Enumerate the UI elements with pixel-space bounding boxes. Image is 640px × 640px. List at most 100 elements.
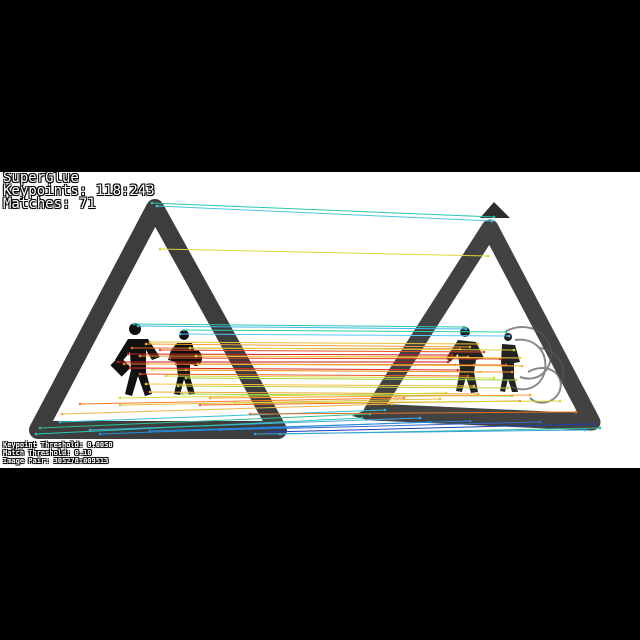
keypoint-dot bbox=[418, 416, 422, 420]
keypoint-dot bbox=[34, 432, 38, 436]
match-line bbox=[156, 205, 493, 222]
match-line bbox=[159, 349, 485, 353]
keypoint-dot bbox=[253, 432, 257, 436]
keypoint-dot bbox=[528, 393, 532, 397]
keypoint-dot bbox=[390, 402, 394, 406]
keypoints-label: Keypoints: 118:243 bbox=[3, 183, 155, 199]
keypoint-dot bbox=[158, 348, 162, 352]
keypoint-dot bbox=[150, 201, 154, 205]
keypoint-dot bbox=[383, 408, 387, 412]
match-line bbox=[79, 397, 405, 405]
match-line bbox=[137, 325, 467, 330]
keypoint-dot bbox=[182, 328, 186, 332]
keypoint-dot bbox=[198, 403, 202, 407]
keypoint-dot bbox=[476, 392, 480, 396]
match-line bbox=[99, 421, 431, 435]
match-line bbox=[219, 421, 541, 431]
match-line bbox=[39, 413, 371, 429]
match-line bbox=[169, 357, 501, 360]
keypoint-dot bbox=[558, 399, 562, 403]
left-warning-sign bbox=[29, 199, 287, 439]
keypoint-dot bbox=[462, 325, 466, 329]
keypoint-dot bbox=[208, 396, 212, 400]
keypoint-dot bbox=[574, 410, 578, 414]
match-line bbox=[234, 400, 561, 404]
keypoint-dot bbox=[428, 420, 432, 424]
keypoint-dot bbox=[482, 350, 486, 354]
keypoint-dot bbox=[510, 370, 514, 374]
keypoint-dot bbox=[180, 392, 184, 396]
keypoint-dot bbox=[402, 396, 406, 400]
method-label: SuperGlue bbox=[3, 172, 79, 186]
match-line bbox=[185, 377, 517, 381]
match-line bbox=[59, 409, 386, 423]
keypoint-dot bbox=[60, 412, 64, 416]
keypoint-dot bbox=[144, 342, 148, 346]
keypoint-dot bbox=[520, 364, 524, 368]
match-line bbox=[119, 392, 447, 399]
match-line bbox=[129, 367, 459, 371]
keypoint-dot bbox=[78, 402, 82, 406]
keypoint-dot bbox=[174, 362, 178, 366]
keypoint-dot bbox=[518, 356, 522, 360]
keypoint-dot bbox=[464, 327, 468, 331]
keypoint-dot bbox=[486, 254, 490, 258]
match-line bbox=[165, 375, 495, 379]
keypoint-dot bbox=[468, 345, 472, 349]
match-line bbox=[195, 355, 521, 359]
keypoint-dot bbox=[118, 396, 122, 400]
keypoint-dot bbox=[598, 426, 602, 430]
keypoint-dot bbox=[138, 354, 142, 358]
match-line bbox=[179, 333, 510, 337]
keypoint-dot bbox=[492, 215, 496, 219]
keypoint-dot bbox=[130, 346, 134, 350]
keypoint-dot bbox=[456, 368, 460, 372]
keypoint-dot bbox=[590, 422, 594, 426]
match-line bbox=[139, 373, 469, 377]
keypoint-dot bbox=[583, 428, 587, 432]
keypoint-dot bbox=[184, 368, 188, 372]
match-line bbox=[269, 423, 593, 433]
match-line bbox=[145, 343, 471, 348]
keypoint-dot bbox=[136, 324, 140, 328]
keypoint-dot bbox=[476, 342, 480, 346]
keypoint-dot bbox=[158, 247, 162, 251]
keypoint-dot bbox=[144, 382, 148, 386]
match-line bbox=[133, 323, 465, 328]
match-line bbox=[151, 202, 495, 218]
keypoint-dot bbox=[507, 334, 511, 338]
keypoint-dot bbox=[118, 403, 122, 407]
keypoint-dot bbox=[444, 391, 448, 395]
keypoint-dot bbox=[138, 372, 142, 376]
keypoint-dot bbox=[360, 416, 364, 420]
keypoint-dot bbox=[468, 419, 472, 423]
match-line bbox=[189, 347, 515, 351]
match-line bbox=[185, 369, 513, 373]
keypoint-dot bbox=[148, 390, 152, 394]
keypoint-dot bbox=[155, 204, 159, 208]
keypoint-dot bbox=[98, 432, 102, 436]
keypoint-dot bbox=[446, 360, 450, 364]
keypoint-dot bbox=[504, 330, 508, 334]
keypoint-dot bbox=[148, 340, 152, 344]
keypoint-dot bbox=[450, 353, 454, 357]
keypoint-dot bbox=[148, 429, 152, 433]
keypoint-dot bbox=[512, 348, 516, 352]
right-warning-sign bbox=[352, 202, 601, 431]
keypoint-dot bbox=[58, 420, 62, 424]
match-line bbox=[35, 417, 363, 435]
keypoint-dot bbox=[438, 397, 442, 401]
match-line bbox=[149, 341, 479, 345]
image-pair-label: Image Pair: 305278:009513 bbox=[3, 457, 109, 465]
match-line bbox=[61, 403, 393, 415]
match-line bbox=[177, 385, 509, 389]
match-line bbox=[159, 248, 489, 257]
keypoint-dot bbox=[128, 366, 132, 370]
keypoint-dot bbox=[178, 332, 182, 336]
match-line bbox=[249, 411, 577, 415]
keypoint-dot bbox=[184, 376, 188, 380]
keypoint-dot bbox=[233, 401, 237, 405]
keypoint-dot bbox=[492, 376, 496, 380]
keypoint-dot bbox=[122, 362, 126, 366]
keypoint-dot bbox=[168, 356, 172, 360]
